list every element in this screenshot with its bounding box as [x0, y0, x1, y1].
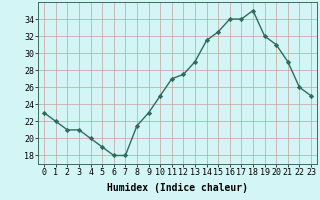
X-axis label: Humidex (Indice chaleur): Humidex (Indice chaleur) — [107, 183, 248, 193]
